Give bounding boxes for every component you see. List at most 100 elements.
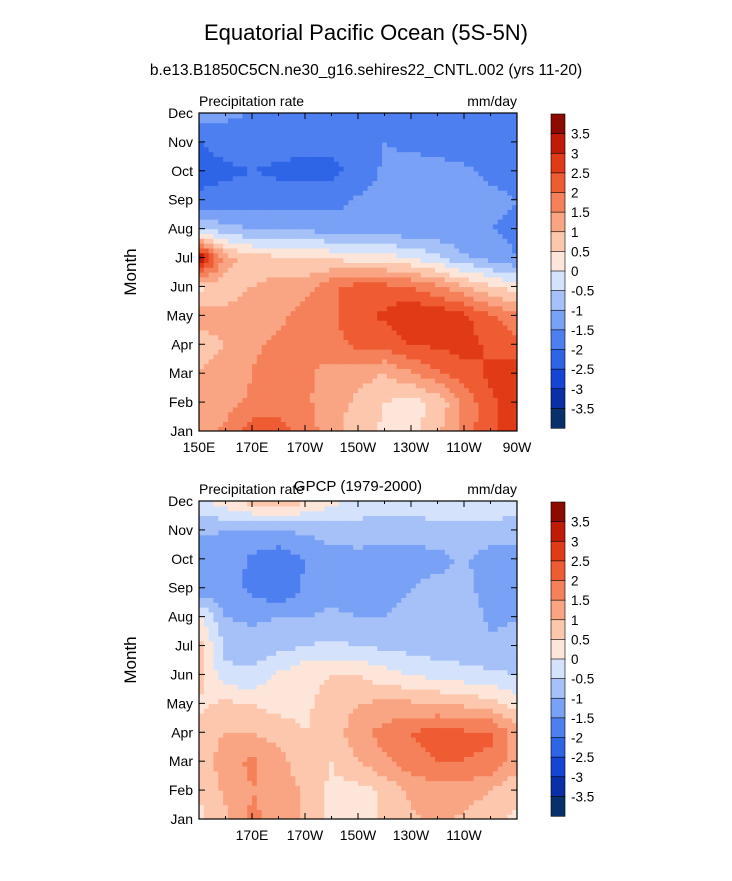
contour-cell bbox=[199, 363, 205, 369]
contour-cell bbox=[242, 267, 248, 273]
contour-cell bbox=[449, 300, 455, 307]
contour-cell bbox=[208, 780, 215, 786]
contour-cell bbox=[338, 334, 345, 341]
contour-cell bbox=[218, 219, 224, 225]
contour-cell bbox=[502, 175, 508, 182]
contour-cell bbox=[512, 397, 517, 403]
contour-cell bbox=[199, 334, 205, 341]
contour-cell bbox=[473, 368, 480, 374]
contour-cell bbox=[266, 190, 272, 196]
contour-cell bbox=[276, 161, 282, 167]
contour-cell bbox=[242, 387, 248, 394]
contour-cell bbox=[290, 180, 296, 186]
contour-cell bbox=[252, 286, 258, 292]
contour-cell bbox=[372, 373, 378, 379]
contour-cell bbox=[290, 780, 296, 786]
contour-cell bbox=[425, 166, 431, 172]
contour-cell bbox=[309, 325, 316, 331]
contour-cell bbox=[213, 127, 219, 133]
contour-cell bbox=[348, 329, 354, 336]
contour-cell bbox=[478, 262, 484, 268]
contour-cell bbox=[420, 809, 427, 815]
contour-cell bbox=[502, 402, 508, 408]
contour-cell bbox=[324, 262, 330, 268]
contour-cell bbox=[367, 790, 374, 796]
contour-cell bbox=[338, 199, 345, 206]
contour-cell bbox=[333, 219, 340, 225]
contour-cell bbox=[444, 247, 451, 254]
contour-cell bbox=[444, 809, 451, 815]
x-tick-label: 150W bbox=[340, 439, 377, 455]
contour-cell bbox=[218, 156, 224, 162]
contour-cell bbox=[314, 421, 321, 427]
contour-cell bbox=[227, 113, 234, 119]
contour-cell bbox=[502, 267, 508, 273]
contour-cell bbox=[213, 276, 219, 283]
contour-cell bbox=[464, 170, 470, 177]
contour-cell bbox=[396, 238, 402, 244]
contour-cell bbox=[386, 358, 393, 365]
contour-cell bbox=[261, 204, 268, 210]
contour-cell bbox=[386, 267, 393, 273]
colorbar-label: -1.5 bbox=[571, 323, 594, 338]
contour-cell bbox=[420, 315, 427, 321]
contour-cell bbox=[333, 204, 340, 210]
contour-cell bbox=[478, 411, 484, 418]
contour-cell bbox=[276, 180, 282, 186]
contour-cell bbox=[333, 373, 340, 379]
contour-cell bbox=[343, 426, 349, 431]
contour-cell bbox=[483, 194, 489, 201]
contour-cell bbox=[227, 296, 234, 302]
contour-cell bbox=[227, 373, 234, 379]
colorbar-swatch bbox=[550, 133, 566, 154]
contour-cell bbox=[203, 392, 210, 398]
contour-cell bbox=[492, 296, 499, 302]
contour-cell bbox=[208, 219, 215, 225]
contour-cell bbox=[459, 146, 465, 153]
contour-cell bbox=[348, 382, 354, 389]
contour-cell bbox=[512, 353, 517, 360]
contour-cell bbox=[295, 233, 301, 239]
contour-cell bbox=[276, 122, 282, 129]
contour-cell bbox=[329, 170, 335, 177]
contour-cell bbox=[492, 223, 499, 230]
contour-cell bbox=[507, 397, 513, 403]
contour-cell bbox=[411, 127, 417, 133]
contour-cell bbox=[252, 358, 258, 365]
contour-cell bbox=[425, 199, 431, 206]
contour-cell bbox=[362, 247, 369, 254]
contour-cell bbox=[261, 353, 268, 360]
contour-cell bbox=[223, 368, 229, 374]
contour-cell bbox=[223, 387, 229, 394]
contour-cell bbox=[507, 382, 513, 389]
contour-cell bbox=[425, 219, 431, 225]
contour-cell bbox=[271, 353, 277, 360]
contour-cell bbox=[439, 387, 446, 394]
contour-cell bbox=[512, 252, 517, 259]
contour-cell bbox=[415, 194, 422, 201]
contour-cell bbox=[420, 204, 427, 210]
contour-cell bbox=[242, 199, 248, 206]
contour-cell bbox=[497, 141, 504, 148]
contour-cell bbox=[295, 363, 301, 369]
contour-cell bbox=[435, 151, 441, 157]
y-tick-label: Apr bbox=[171, 336, 193, 352]
contour-cell bbox=[435, 281, 441, 288]
contour-cell bbox=[497, 151, 504, 157]
contour-cell bbox=[386, 315, 393, 321]
contour-cell bbox=[430, 402, 436, 408]
contour-cell bbox=[430, 252, 436, 259]
contour-cell bbox=[285, 402, 292, 408]
contour-cell bbox=[358, 151, 364, 157]
contour-cell bbox=[252, 392, 258, 398]
contour-cell bbox=[420, 185, 427, 191]
contour-cell bbox=[242, 358, 248, 365]
contour-cell bbox=[208, 262, 215, 268]
contour-cell bbox=[242, 325, 248, 331]
contour-cell bbox=[488, 190, 494, 196]
contour-cell bbox=[199, 223, 205, 230]
contour-cell bbox=[382, 334, 388, 341]
contour-cell bbox=[382, 132, 388, 138]
colorbar-swatch bbox=[550, 349, 566, 370]
contour-cell bbox=[290, 392, 296, 398]
